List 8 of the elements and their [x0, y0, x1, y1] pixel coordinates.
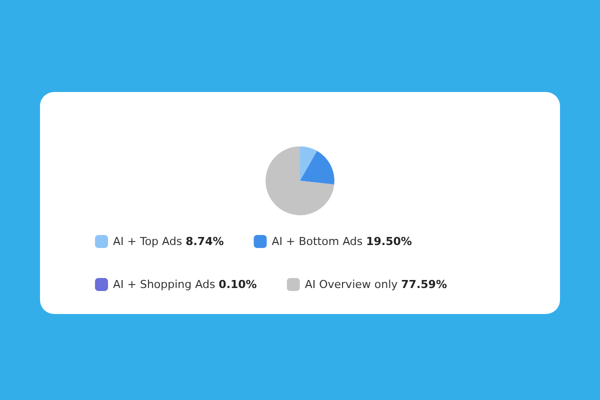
legend-label: AI + Top Ads: [113, 235, 186, 248]
legend-label: AI + Shopping Ads: [113, 278, 219, 291]
data-label: 77.59%: [401, 278, 447, 291]
legend-label: AI Overview only: [304, 278, 402, 291]
legend-label: AI + Bottom Ads: [272, 235, 366, 248]
data-label: 8.74%: [186, 235, 224, 248]
data-label: 0.10%: [218, 278, 257, 291]
data-label: 19.50%: [366, 235, 412, 248]
